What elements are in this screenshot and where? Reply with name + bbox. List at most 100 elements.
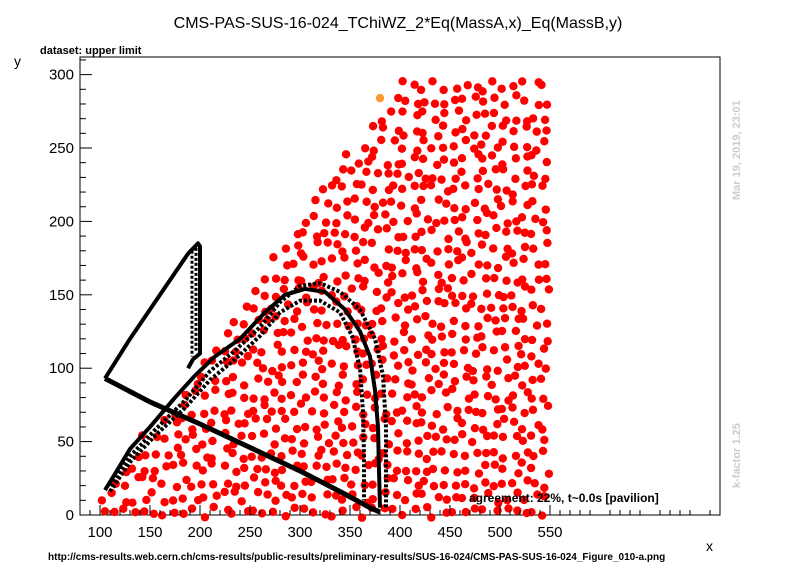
scatter-point bbox=[400, 495, 410, 505]
scatter-point bbox=[536, 374, 546, 383]
scatter-point bbox=[461, 335, 470, 344]
scatter-point bbox=[318, 379, 328, 389]
scatter-point bbox=[501, 227, 511, 236]
scatter-point bbox=[538, 181, 547, 190]
scatter-point bbox=[508, 190, 517, 199]
scatter-point bbox=[418, 107, 427, 116]
scatter-point bbox=[517, 77, 527, 86]
scatter-point bbox=[301, 347, 311, 357]
scatter-point bbox=[242, 302, 252, 311]
scatter-point bbox=[443, 284, 453, 293]
scatter-point bbox=[338, 370, 348, 379]
highlight-point bbox=[375, 93, 385, 103]
scatter-point bbox=[411, 467, 421, 476]
scatter-point bbox=[439, 480, 448, 490]
scatter-point bbox=[474, 469, 484, 478]
scatter-point bbox=[491, 165, 500, 174]
scatter-point bbox=[483, 391, 493, 401]
scatter-point bbox=[253, 464, 262, 474]
scatter-point bbox=[502, 355, 512, 364]
scatter-point bbox=[222, 377, 231, 386]
scatter-point bbox=[417, 245, 427, 255]
scatter-point bbox=[503, 219, 512, 228]
scatter-point bbox=[357, 180, 366, 189]
scatter-point bbox=[368, 185, 378, 195]
scatter-point bbox=[457, 418, 467, 428]
scatter-point bbox=[529, 451, 538, 461]
scatter-point bbox=[540, 435, 549, 445]
scatter-point bbox=[410, 152, 420, 162]
scatter-point bbox=[318, 185, 328, 194]
scatter-point bbox=[439, 85, 448, 95]
source-url: http://cms-results.web.cern.ch/cms-resul… bbox=[48, 552, 665, 563]
scatter-point bbox=[481, 460, 490, 470]
scatter-point bbox=[287, 361, 296, 370]
scatter-point bbox=[338, 247, 347, 256]
scatter-point bbox=[497, 326, 507, 336]
scatter-point bbox=[541, 205, 551, 214]
scatter-point bbox=[301, 218, 311, 228]
scatter-point bbox=[192, 444, 201, 454]
scatter-point bbox=[478, 425, 488, 435]
scatter-point bbox=[388, 271, 397, 281]
scatter-point bbox=[327, 359, 336, 368]
scatter-point bbox=[357, 513, 367, 522]
scatter-point bbox=[499, 304, 508, 313]
scatter-point bbox=[490, 273, 499, 283]
scatter-point bbox=[362, 167, 371, 177]
scatter-point bbox=[437, 332, 447, 341]
scatter-point bbox=[542, 319, 552, 328]
scatter-point bbox=[367, 238, 377, 248]
scatter-point bbox=[430, 99, 440, 108]
scatter-point bbox=[493, 143, 503, 152]
scatter-point bbox=[122, 498, 131, 507]
scatter-point bbox=[416, 85, 426, 95]
scatter-point bbox=[339, 438, 348, 448]
scatter-point bbox=[516, 350, 526, 359]
scatter-point bbox=[461, 135, 471, 145]
scatter-point bbox=[531, 214, 540, 224]
scatter-point bbox=[340, 473, 349, 483]
scatter-point bbox=[381, 210, 390, 219]
scatter-point bbox=[271, 424, 281, 433]
scatter-point bbox=[511, 174, 520, 184]
scatter-point bbox=[453, 468, 462, 477]
scatter-point bbox=[160, 497, 169, 507]
scatter-point bbox=[140, 466, 149, 476]
scatter-point bbox=[290, 345, 299, 355]
scatter-point bbox=[258, 364, 268, 373]
scatter-point bbox=[386, 107, 396, 116]
scatter-point bbox=[281, 244, 291, 253]
scatter-point bbox=[339, 165, 348, 174]
scatter-point bbox=[469, 144, 479, 153]
scatter-point bbox=[352, 387, 362, 397]
scatter-point bbox=[307, 493, 316, 502]
scatter-point bbox=[280, 316, 289, 326]
scatter-point bbox=[240, 481, 250, 490]
scatter-point bbox=[509, 126, 518, 136]
scatter-point bbox=[493, 263, 503, 273]
scatter-point bbox=[483, 261, 492, 270]
scatter-point bbox=[460, 451, 470, 461]
scatter-point bbox=[240, 419, 249, 428]
scatter-point bbox=[270, 388, 279, 397]
scatter-point bbox=[321, 218, 331, 227]
scatter-point bbox=[368, 121, 378, 131]
scatter-point bbox=[260, 275, 270, 284]
scatter-point bbox=[343, 197, 352, 206]
scatter-point bbox=[299, 439, 309, 448]
scatter-point bbox=[412, 264, 421, 273]
scatter-point bbox=[157, 479, 166, 488]
scatter-point bbox=[292, 307, 302, 316]
scatter-point bbox=[324, 438, 334, 448]
scatter-point bbox=[401, 255, 410, 265]
scatter-point bbox=[527, 507, 536, 517]
scatter-point bbox=[332, 219, 341, 228]
scatter-point bbox=[328, 336, 338, 346]
scatter-point bbox=[398, 232, 408, 242]
scatter-point bbox=[520, 408, 529, 418]
scatter-point bbox=[350, 215, 360, 224]
scatter-point bbox=[499, 414, 509, 424]
scatter-point bbox=[540, 137, 549, 146]
scatter-point bbox=[461, 507, 470, 517]
